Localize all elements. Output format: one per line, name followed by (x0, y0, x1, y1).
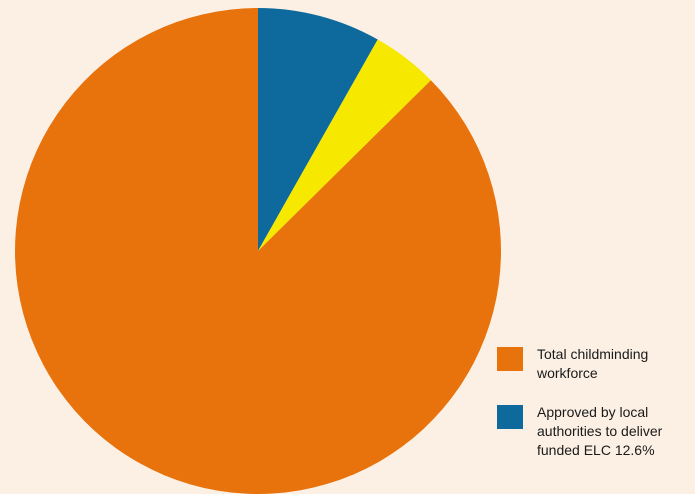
legend-swatch-orange (497, 347, 523, 371)
pie-slice-1 (258, 39, 431, 251)
pie-slice-2 (14, 8, 502, 494)
legend-item-total-childminding-workforce: Total childminding workforce (497, 345, 695, 383)
legend-label: Approved by local authorities to deliver… (537, 404, 663, 458)
pie-slices (14, 8, 502, 494)
chart-legend: Total childminding workforce Approved by… (497, 345, 695, 480)
legend-item-approved-funded-elc: Approved by local authorities to deliver… (497, 403, 695, 460)
legend-swatch-blue (497, 405, 523, 429)
pie-slice-0 (258, 8, 378, 251)
legend-label: Total childminding workforce (537, 346, 649, 381)
